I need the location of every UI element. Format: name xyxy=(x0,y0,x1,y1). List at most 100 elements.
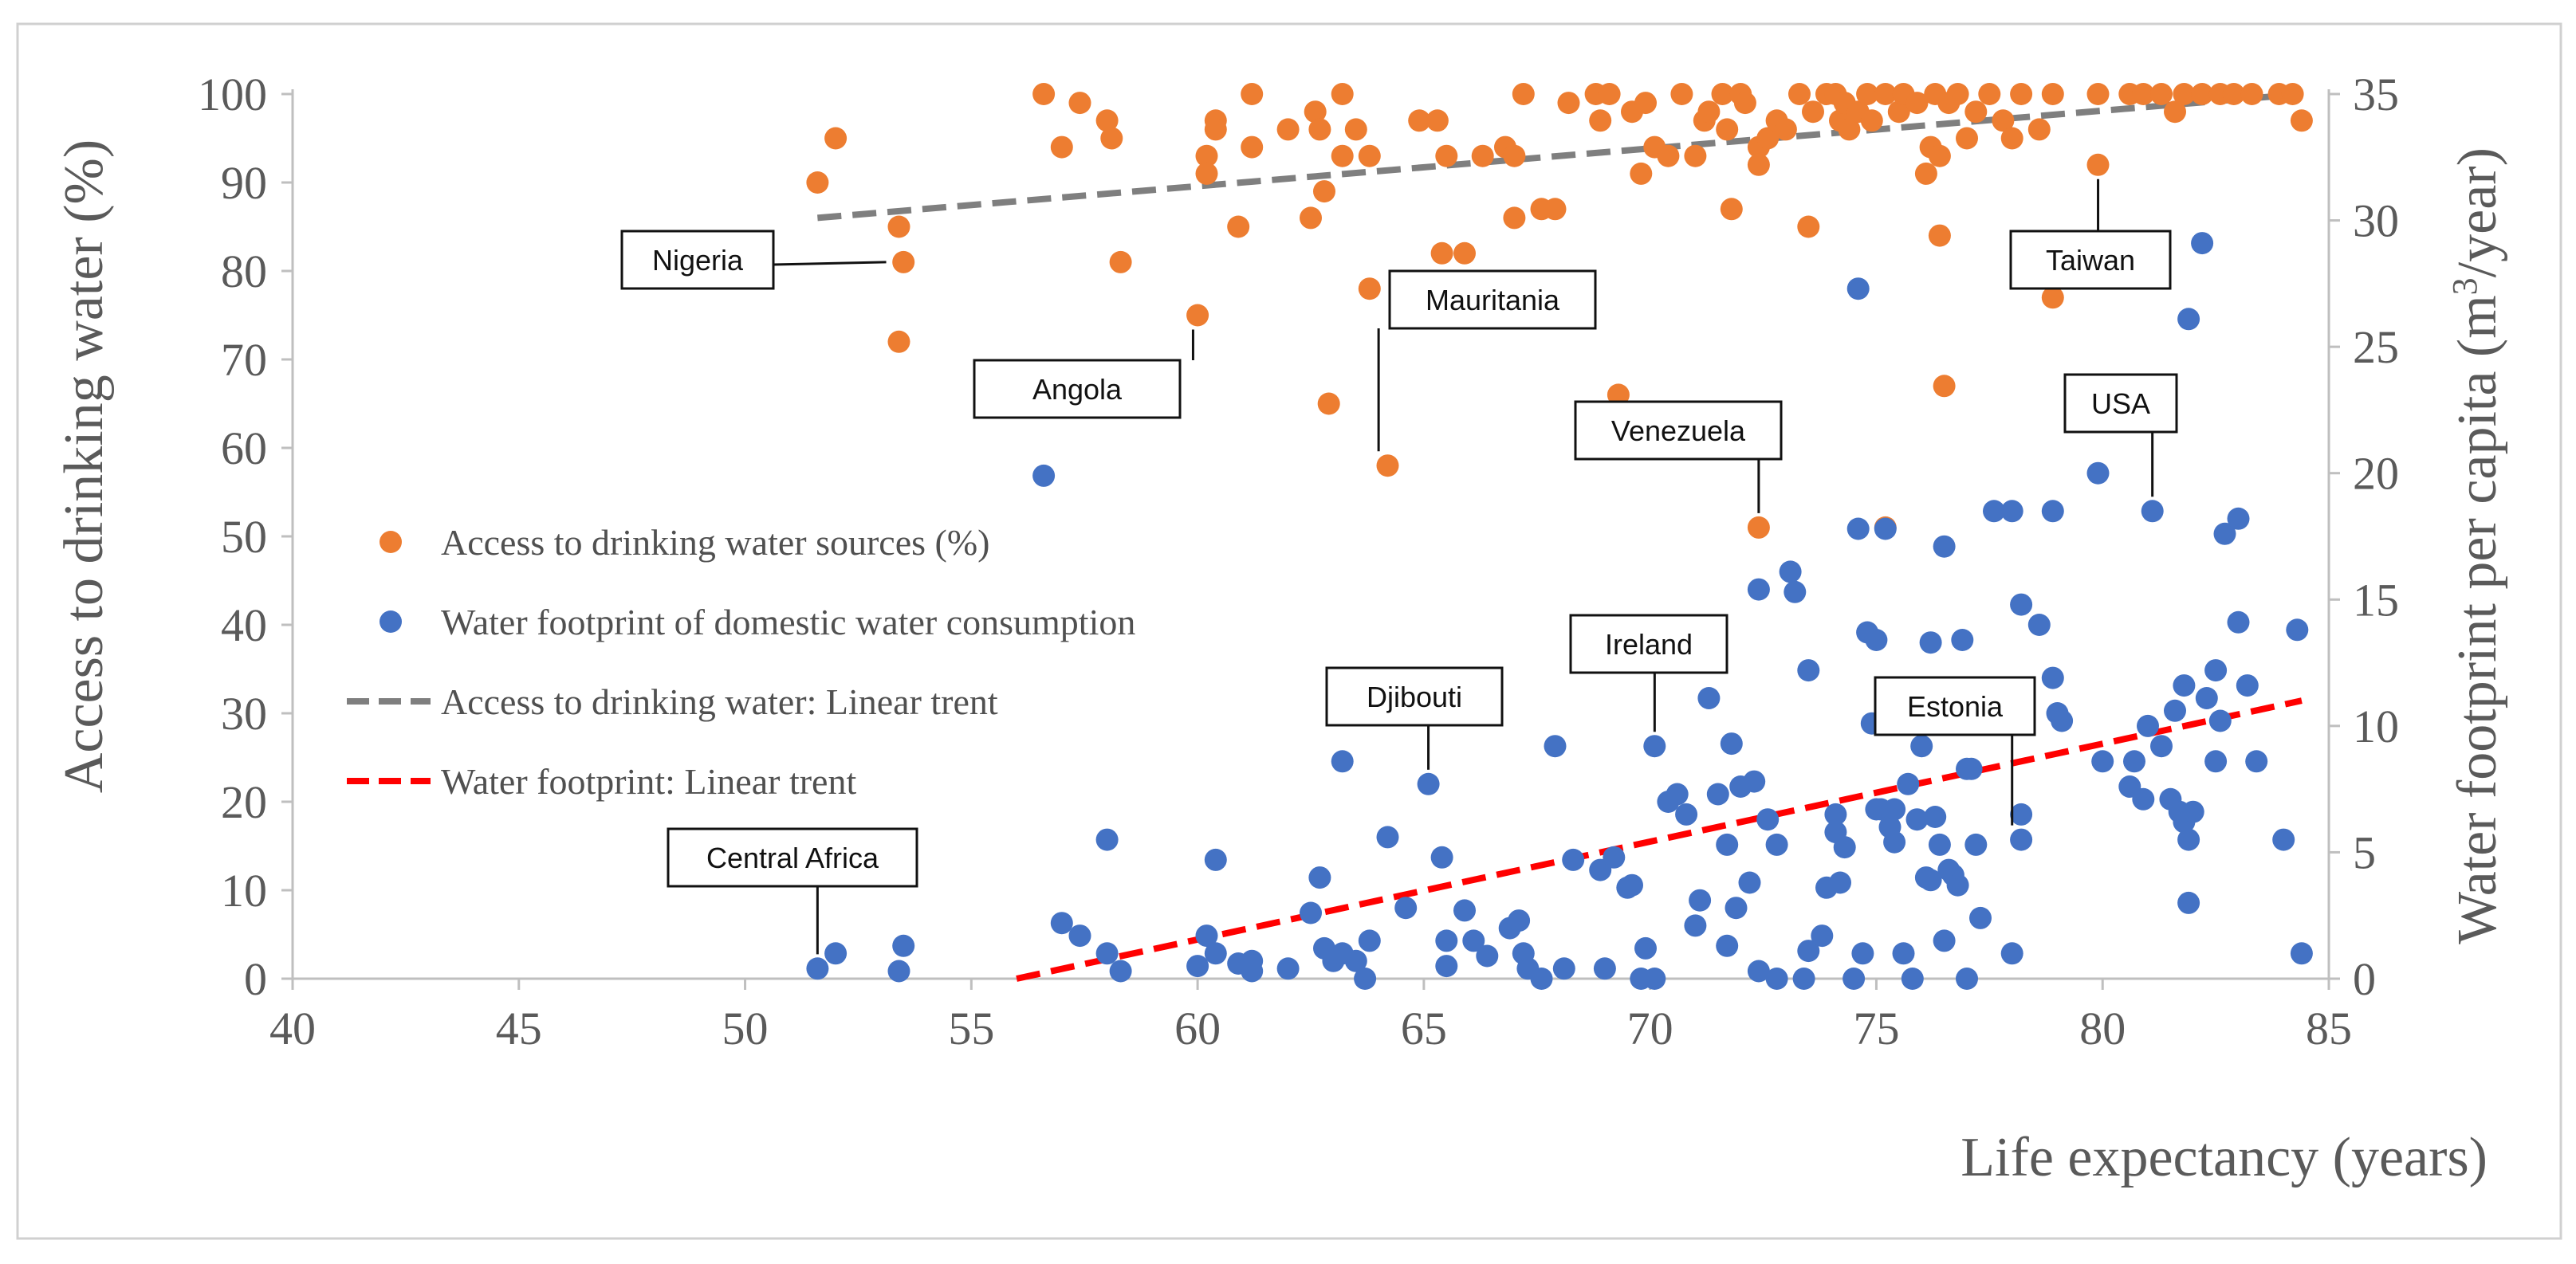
footprint-point xyxy=(1910,735,1933,758)
footprint-point xyxy=(1811,924,1834,948)
access-point xyxy=(1430,241,1453,265)
footprint-point xyxy=(1928,833,1951,856)
footprint-point xyxy=(1969,906,1992,929)
annotation-label: Angola xyxy=(1032,373,1123,406)
footprint-point xyxy=(1797,940,1820,963)
access-point xyxy=(2281,83,2304,105)
access-point xyxy=(2086,83,2110,105)
footprint-point xyxy=(2173,674,2196,697)
y-left-tick-label: 50 xyxy=(221,511,267,563)
access-point xyxy=(2086,153,2110,176)
footprint-point xyxy=(1666,783,1689,806)
access-point xyxy=(2041,83,2064,105)
access-point xyxy=(1838,118,1861,141)
footprint-point xyxy=(2290,942,2313,965)
access-point xyxy=(1716,118,1739,141)
access-point xyxy=(2041,286,2064,309)
footprint-point xyxy=(1621,873,1643,897)
footprint-point xyxy=(1716,833,1739,856)
annotation-angola: Angola xyxy=(973,329,1194,419)
access-point xyxy=(2027,118,2051,141)
y-left-tick-label: 100 xyxy=(198,69,267,120)
x-tick-label: 60 xyxy=(1174,1003,1221,1054)
access-point xyxy=(2222,83,2245,105)
footprint-point xyxy=(1684,914,1707,937)
access-point xyxy=(1435,144,1458,167)
footprint-point xyxy=(1883,798,1906,821)
footprint-point xyxy=(1824,803,1847,826)
footprint-point xyxy=(2010,803,2033,826)
annotation-mauritania: Mauritania xyxy=(1377,269,1597,452)
annotation-label: USA xyxy=(2091,387,2150,420)
footprint-point xyxy=(1797,659,1820,682)
footprint-point xyxy=(2150,735,2173,758)
access-point xyxy=(1186,304,1209,327)
footprint-point xyxy=(2027,614,2051,636)
footprint-point xyxy=(2181,800,2204,823)
chart-border xyxy=(16,22,2562,1240)
legend-item-access: Access to drinking water sources (%) xyxy=(380,522,990,563)
footprint-point xyxy=(1897,772,1920,795)
access-point xyxy=(1802,100,1824,124)
access-point xyxy=(1358,277,1381,300)
access-point xyxy=(1964,100,1988,124)
annotation-box xyxy=(2063,373,2178,434)
access-point xyxy=(1512,83,1535,105)
access-point xyxy=(2191,83,2214,105)
footprint-point xyxy=(1300,901,1322,924)
footprint-point xyxy=(1276,957,1300,980)
footprint-point xyxy=(1308,866,1331,889)
footprint-point xyxy=(1050,912,1073,935)
annotation-box xyxy=(1574,400,1783,461)
footprint-point xyxy=(2204,750,2228,773)
footprint-point xyxy=(1951,629,1974,651)
y-left-tick-label: 90 xyxy=(221,157,267,209)
footprint-point xyxy=(2245,750,2268,773)
annotation-estonia: Estonia xyxy=(1874,676,2036,826)
access-point xyxy=(1797,215,1820,238)
access-point xyxy=(1544,198,1567,221)
footprint-point xyxy=(1562,848,1585,871)
access-point xyxy=(1204,118,1227,141)
access-point xyxy=(1956,127,1978,150)
footprint-point xyxy=(1358,929,1381,952)
y-right-tick-label: 0 xyxy=(2353,953,2376,1005)
footprint-point xyxy=(1964,833,1988,856)
access-point xyxy=(1874,83,1897,105)
access-point xyxy=(1109,250,1132,273)
legend-marker-footprint xyxy=(380,610,402,633)
footprint-point xyxy=(1833,836,1856,859)
footprint-point xyxy=(1634,936,1657,960)
access-point xyxy=(1344,118,1367,141)
annotation-box xyxy=(1874,676,2036,736)
legend-label-footprint-trend: Water footprint: Linear trent xyxy=(441,761,856,802)
footprint-point xyxy=(1792,968,1815,990)
access-point xyxy=(1887,100,1910,124)
footprint-point xyxy=(1068,924,1091,948)
footprint-point xyxy=(824,942,848,965)
footprint-point xyxy=(1756,808,1780,831)
footprint-point xyxy=(2227,507,2250,530)
footprint-point xyxy=(1417,772,1440,795)
access-point xyxy=(1756,127,1780,150)
x-tick-label: 75 xyxy=(1853,1003,1899,1054)
footprint-point xyxy=(1109,960,1132,983)
access-point xyxy=(1634,92,1657,115)
y-right-tick-label: 10 xyxy=(2353,701,2399,752)
footprint-point xyxy=(2123,750,2145,773)
access-point xyxy=(892,250,915,273)
footprint-point xyxy=(2164,699,2186,722)
x-tick-label: 85 xyxy=(2306,1003,2352,1054)
footprint-point xyxy=(1905,808,1929,831)
footprint-point xyxy=(1697,687,1721,709)
annotation-label: Central Africa xyxy=(706,842,879,874)
access-point xyxy=(1747,516,1770,539)
footprint-point xyxy=(1435,955,1458,978)
access-point xyxy=(1308,118,1331,141)
footprint-point xyxy=(1743,770,1766,793)
access-point xyxy=(1733,92,1756,115)
footprint-point xyxy=(2086,461,2110,485)
annotation-box xyxy=(973,359,1182,419)
footprint-point xyxy=(1394,897,1418,920)
footprint-point xyxy=(2000,500,2023,523)
